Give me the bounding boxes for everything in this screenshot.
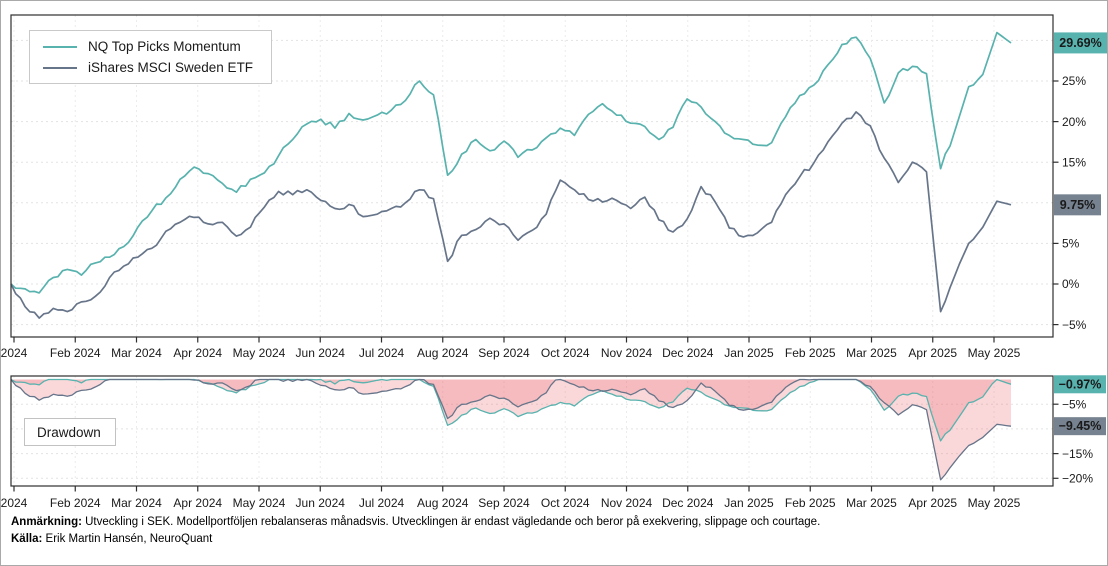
nq-drawdown-badge	[1054, 375, 1106, 394]
legend-item-etf: iShares MSCI Sweden ETF	[43, 60, 253, 75]
nq-drawdown-badge-text: −0.97%	[1059, 377, 1102, 391]
month-label-main: Apr 2025	[908, 346, 957, 360]
month-label-drawdown: 2024	[1, 496, 28, 510]
month-label-drawdown: Jan 2025	[724, 496, 774, 510]
month-label-drawdown: Jul 2024	[359, 496, 405, 510]
footnote-line-remark: Anmärkning: Utveckling i SEK. Modellport…	[11, 514, 820, 531]
month-label-main: Jan 2025	[724, 346, 774, 360]
month-label-drawdown: Feb 2025	[785, 496, 836, 510]
month-label-drawdown: Feb 2024	[50, 496, 101, 510]
month-label-main: Mar 2025	[846, 346, 897, 360]
footnote: Anmärkning: Utveckling i SEK. Modellport…	[11, 514, 820, 547]
etf-drawdown-line	[10, 378, 1012, 481]
tick-labels: 2024 2024 Feb 2024 Feb 2024 Mar 2024 Mar 2024…	[1, 74, 1093, 510]
month-label-main: Sep 2024	[478, 346, 530, 360]
main-panel-border	[10, 14, 1054, 338]
y-tick-label: −5%	[1062, 397, 1087, 411]
month-label-main: Feb 2024	[50, 346, 101, 360]
legend-label-nq: NQ Top Picks Momentum	[88, 39, 241, 54]
month-label-drawdown: Dec 2024	[662, 496, 714, 510]
month-label-main: Aug 2024	[417, 346, 469, 360]
drawdown-panel-label: Drawdown	[24, 418, 116, 446]
y-tick-label: 5%	[1062, 237, 1080, 251]
legend: NQ Top Picks Momentum iShares MSCI Swede…	[29, 30, 273, 84]
month-label-drawdown: Oct 2024	[541, 496, 590, 510]
month-label-drawdown: Apr 2025	[908, 496, 957, 510]
y-tick-label: −5%	[1062, 318, 1087, 332]
etf-end-badge	[1054, 194, 1101, 216]
source-label: Källa:	[11, 532, 43, 545]
footnote-line-source: Källa: Erik Martin Hansén, NeuroQuant	[11, 531, 820, 548]
month-label-main: Feb 2025	[785, 346, 836, 360]
month-label-main: Oct 2024	[541, 346, 590, 360]
legend-swatch-nq	[43, 45, 77, 48]
legend-label-etf: iShares MSCI Sweden ETF	[88, 60, 254, 75]
drawdown-areas	[10, 378, 1012, 481]
axes	[10, 14, 1059, 492]
etf-end-badge-text: 9.75%	[1060, 198, 1095, 212]
drawdown-panel-border	[10, 375, 1054, 487]
y-tick-label: 20%	[1062, 115, 1086, 129]
month-label-drawdown: May 2025	[968, 496, 1021, 510]
month-label-main: 2024	[1, 346, 28, 360]
y-tick-label: −20%	[1062, 472, 1093, 486]
month-label-main: Nov 2024	[601, 346, 653, 360]
source-text: Erik Martin Hansén, NeuroQuant	[45, 532, 213, 545]
month-label-main: Mar 2024	[111, 346, 162, 360]
month-label-drawdown: Jun 2024	[296, 496, 346, 510]
month-label-main: Jun 2024	[296, 346, 346, 360]
remark-label: Anmärkning:	[11, 516, 82, 528]
month-label-drawdown: Mar 2025	[846, 496, 897, 510]
etf-drawdown-badge-text: −9.45%	[1059, 419, 1102, 433]
legend-swatch-etf	[43, 66, 77, 69]
month-label-drawdown: Sep 2024	[478, 496, 530, 510]
y-tick-label: 0%	[1062, 277, 1080, 291]
y-tick-label: 15%	[1062, 155, 1086, 169]
etf-drawdown-area	[11, 379, 1011, 480]
end-value-badges: 29.69% 9.75% −0.97% −9.45%	[1054, 32, 1107, 436]
month-label-drawdown: Apr 2024	[173, 496, 222, 510]
nq-series-line	[10, 31, 1012, 294]
nq-drawdown-area	[11, 379, 1011, 441]
month-label-main: May 2025	[968, 346, 1021, 360]
month-label-main: May 2024	[233, 346, 286, 360]
y-tick-label: 25%	[1062, 74, 1086, 88]
legend-item-nq: NQ Top Picks Momentum	[43, 39, 253, 54]
etf-drawdown-badge	[1054, 417, 1106, 436]
nq-end-badge-text: 29.69%	[1059, 36, 1101, 50]
etf-series-line	[10, 111, 1012, 319]
month-label-drawdown: Mar 2024	[111, 496, 162, 510]
month-label-main: Apr 2024	[173, 346, 222, 360]
month-label-drawdown: Aug 2024	[417, 496, 469, 510]
gridlines	[11, 15, 1053, 486]
remark-text: Utveckling i SEK. Modellportföljen rebal…	[85, 516, 821, 528]
y-tick-label: −15%	[1062, 447, 1093, 461]
month-label-drawdown: Nov 2024	[601, 496, 653, 510]
performance-lines	[10, 31, 1012, 319]
month-label-main: Dec 2024	[662, 346, 714, 360]
month-label-drawdown: May 2024	[233, 496, 286, 510]
month-label-main: Jul 2024	[359, 346, 405, 360]
drawdown-label-text: Drawdown	[37, 424, 101, 440]
nq-end-badge	[1054, 32, 1107, 54]
